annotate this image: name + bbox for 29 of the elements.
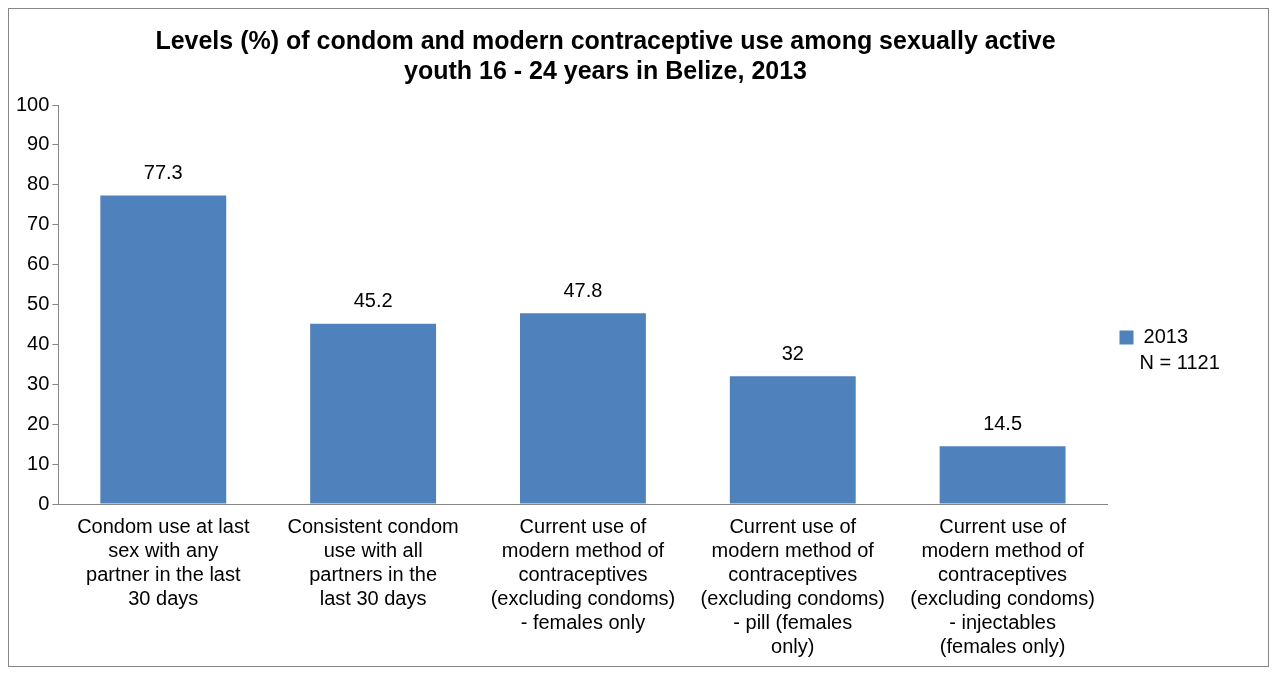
bar [939, 446, 1066, 504]
chart-title: Levels (%) of condom and modern contraceptive use among sexually active youth 16 - 24 years in Belize, 2013 [155, 25, 1056, 84]
y-tick-label: 60 [27, 252, 50, 275]
y-tick-label: 40 [27, 331, 50, 354]
data-label: 32 [781, 341, 804, 364]
bar [519, 313, 646, 504]
data-label: 47.8 [563, 278, 603, 301]
text: N = 1121 [1139, 351, 1220, 374]
y-tick-label: 100 [15, 92, 50, 115]
x-tick-label: Condom use at last sex with any partner in the last 30 days [77, 514, 250, 609]
y-tick-label: 20 [27, 411, 50, 434]
legend-label: 2013 [1143, 325, 1189, 348]
data-label: 14.5 [983, 411, 1023, 434]
y-tick-label: 10 [27, 451, 50, 474]
y-tick-label: 0 [38, 491, 50, 514]
y-tick-label: 90 [27, 132, 50, 155]
x-tick-label: Current use of modern method of contraceptives (excluding condoms) - injectables (females only) [910, 514, 1095, 657]
x-tick-label: Current use of modern method of contraceptives (excluding condoms) - pill (females only) [700, 514, 886, 657]
y-tick-label: 70 [27, 212, 50, 235]
data-label: 45.2 [353, 289, 393, 312]
y-tick-label: 30 [27, 371, 50, 394]
data-label: 77.3 [143, 161, 183, 184]
y-tick-label: 50 [27, 292, 50, 315]
y-tick-label: 80 [27, 172, 50, 195]
bar [729, 376, 856, 504]
x-tick-label: Current use of modern method of contraceptives (excluding condoms) - females only [490, 514, 676, 633]
x-tick-label: Consistent condom use with all partners in the last 30 days [287, 514, 459, 609]
bar [100, 195, 227, 504]
bar [310, 323, 437, 504]
